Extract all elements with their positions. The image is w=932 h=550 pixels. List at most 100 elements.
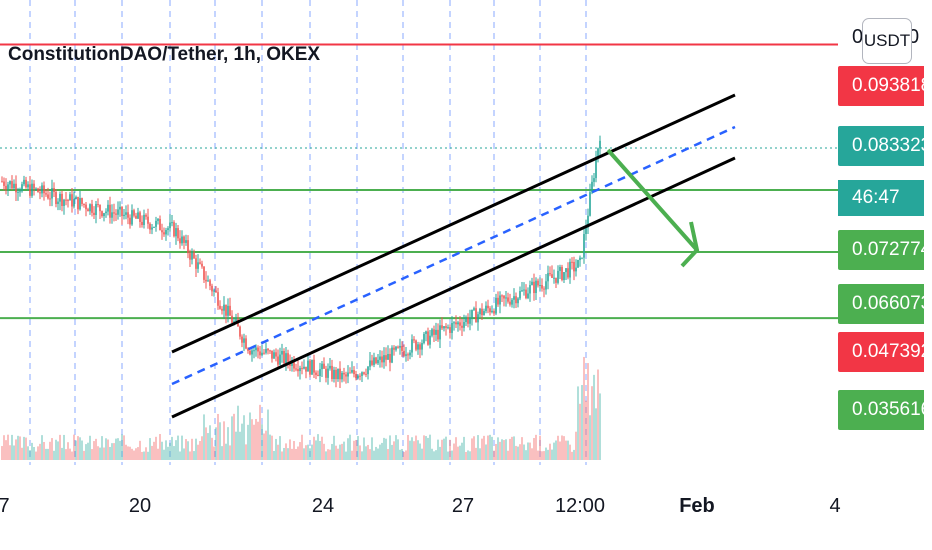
candle-body-168 — [337, 368, 339, 380]
volume-bar-251 — [503, 440, 505, 460]
candle-body-123 — [247, 348, 249, 351]
volume-bar-16 — [33, 446, 35, 460]
candle-body-167 — [335, 369, 337, 380]
volume-bar-76 — [153, 441, 155, 460]
candle-body-252 — [505, 297, 507, 299]
volume-bar-130 — [261, 424, 263, 460]
candle-body-33 — [67, 200, 69, 202]
candle-body-295 — [591, 181, 593, 193]
candle-body-156 — [313, 359, 315, 373]
time-axis[interactable] — [0, 465, 838, 550]
currency-selector-button[interactable]: USDT — [862, 18, 912, 64]
candle-body-171 — [343, 372, 345, 375]
volume-bar-268 — [537, 450, 539, 460]
volume-bar-220 — [441, 439, 443, 460]
volume-bar-210 — [421, 448, 423, 460]
volume-bar-58 — [117, 438, 119, 460]
volume-bar-180 — [361, 451, 363, 460]
candle-body-80 — [161, 230, 163, 233]
volume-bar-75 — [151, 445, 153, 460]
candle-body-170 — [341, 372, 343, 380]
candle-body-100 — [201, 263, 203, 267]
volume-bar-271 — [543, 451, 545, 460]
volume-bar-113 — [227, 427, 229, 460]
volume-bar-101 — [203, 414, 205, 460]
volume-bar-294 — [589, 415, 591, 460]
candle-body-115 — [231, 315, 233, 323]
volume-bar-114 — [229, 445, 231, 460]
candle-body-69 — [139, 212, 141, 222]
volume-bar-69 — [139, 440, 141, 460]
volume-bar-39 — [79, 437, 81, 460]
candle-body-20 — [41, 185, 43, 194]
candle-body-272 — [545, 281, 547, 290]
candle-body-216 — [433, 329, 435, 335]
volume-bar-30 — [61, 447, 63, 460]
candle-body-50 — [101, 211, 103, 217]
volume-bar-112 — [225, 443, 227, 460]
volume-bar-232 — [465, 451, 467, 460]
candle-body-109 — [219, 305, 221, 309]
volume-bar-209 — [419, 443, 421, 460]
volume-bar-96 — [193, 451, 195, 460]
candle-body-79 — [159, 218, 161, 231]
candle-body-227 — [455, 322, 457, 325]
volume-bar-149 — [299, 442, 301, 460]
volume-bar-17 — [35, 451, 37, 460]
candle-body-85 — [171, 222, 173, 224]
volume-bar-73 — [147, 451, 149, 460]
candle-body-64 — [129, 217, 131, 225]
candle-body-163 — [327, 368, 329, 378]
candle-body-219 — [439, 325, 441, 340]
volume-bar-64 — [129, 446, 131, 460]
candle-body-263 — [527, 293, 529, 299]
candle-body-51 — [103, 213, 105, 217]
volume-bar-226 — [453, 443, 455, 460]
volume-bar-206 — [413, 441, 415, 460]
candle-body-119 — [239, 326, 241, 337]
volume-bar-159 — [319, 440, 321, 460]
volume-bar-11 — [23, 436, 25, 460]
candle-body-55 — [111, 212, 113, 218]
volume-bar-104 — [209, 425, 211, 460]
chart-title: ConstitutionDAO/Tether, 1h, OKEX — [8, 44, 321, 65]
candle-body-239 — [479, 308, 481, 315]
volume-bar-238 — [477, 435, 479, 460]
candle-body-299 — [599, 140, 601, 149]
volume-bar-135 — [271, 435, 273, 460]
candle-body-124 — [249, 350, 251, 355]
time-label-2: 20 — [128, 495, 152, 517]
price-tag-level-2: 0.072774 — [838, 230, 931, 270]
volume-bar-94 — [189, 451, 191, 460]
candle-body-190 — [381, 356, 383, 363]
candle-body-29 — [59, 193, 61, 202]
volume-bar-262 — [525, 450, 527, 460]
volume-bar-253 — [507, 450, 509, 460]
candle-body-25 — [51, 188, 53, 199]
volume-bar-191 — [383, 437, 385, 460]
candle-body-106 — [213, 290, 215, 292]
volume-bar-234 — [469, 451, 471, 460]
volume-bar-161 — [323, 443, 325, 460]
candle-body-141 — [283, 350, 285, 364]
candle-body-81 — [163, 232, 165, 235]
candle-body-101 — [203, 266, 205, 280]
scale-clipped-label-left: 0 — [852, 26, 864, 48]
candle-body-213 — [427, 331, 429, 345]
candle-body-185 — [371, 360, 373, 365]
candle-body-128 — [257, 347, 259, 352]
candle-body-88 — [177, 228, 179, 239]
candle-body-160 — [321, 363, 323, 370]
volume-bar-177 — [355, 439, 357, 460]
candle-body-40 — [81, 198, 83, 204]
candle-body-178 — [357, 375, 359, 379]
candle-body-205 — [411, 339, 413, 353]
candle-body-260 — [521, 290, 523, 292]
candle-body-146 — [293, 360, 295, 369]
volume-bar-28 — [57, 441, 59, 460]
candle-body-137 — [275, 352, 277, 357]
volume-bar-296 — [593, 374, 595, 460]
currency-label: USDT — [863, 31, 911, 50]
candle-body-229 — [459, 322, 461, 326]
